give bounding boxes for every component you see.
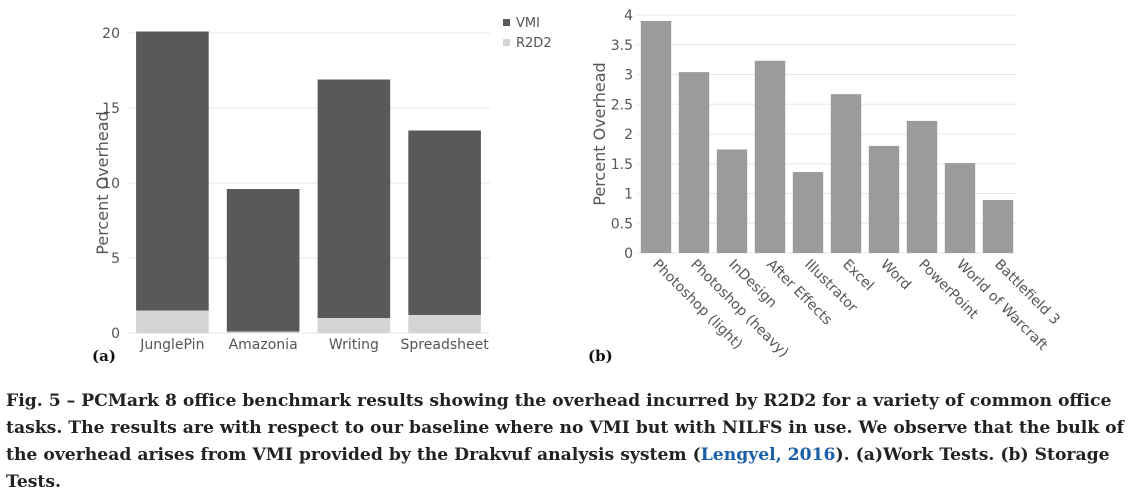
bar-world-of-warcraft [944, 163, 976, 253]
bar-vmi-writing [317, 79, 391, 318]
legend-swatch-vmi [503, 19, 510, 26]
bar-r2d2-writing [317, 318, 391, 333]
x-tick-label-6: Word [877, 257, 914, 294]
x-tick-label-2: Writing [329, 337, 379, 353]
y-tick-label-7: 3.5 [611, 38, 633, 54]
x-tick-label-1: Amazonia [229, 337, 298, 353]
figure-caption: Fig. 5 – PCMark 8 office benchmark resul… [6, 388, 1138, 496]
bar-powerpoint [906, 120, 938, 253]
bar-battlefield-3 [982, 200, 1014, 253]
legend-label-r2d2: R2D2 [516, 36, 552, 51]
caption-text-before: Fig. 5 – PCMark 8 office benchmark resul… [6, 391, 1125, 465]
y-tick-label-3: 1.5 [611, 157, 633, 173]
bar-vmi-amazonia [226, 189, 300, 332]
y-tick-label-2: 10 [102, 176, 120, 192]
bar-r2d2-amazonia [226, 331, 300, 333]
legend-swatch-r2d2 [503, 39, 510, 46]
bar-indesign [716, 149, 748, 253]
y-tick-label-4: 20 [102, 26, 120, 42]
work-tests-chart: 0 5 10 15 20 JunglePin Amazonia Writing Spreadsh… [92, 16, 552, 365]
bar-photoshop-heavy [678, 72, 710, 254]
bar-vmi-spreadsheet [408, 130, 481, 315]
y-axis-label: Percent Overhead [590, 62, 609, 205]
y-tick-label-0: 0 [624, 246, 633, 262]
y-tick-label-8: 4 [624, 8, 633, 24]
bar-r2d2-junglepin [136, 310, 209, 333]
y-axis-label: Percent Overhead [93, 111, 112, 254]
y-tick-label-3: 15 [102, 101, 120, 117]
y-tick-label-6: 3 [624, 68, 633, 84]
x-tick-label-3: Spreadsheet [401, 337, 490, 353]
y-tick-label-1: 0.5 [611, 216, 633, 232]
bar-r2d2-spreadsheet [408, 315, 481, 333]
y-tick-label-0: 0 [111, 326, 120, 342]
x-tick-label-9: Battlefield 3 [991, 257, 1063, 329]
x-tick-label-0: JunglePin [139, 337, 204, 353]
legend-label-vmi: VMI [516, 16, 540, 31]
y-tick-label-5: 2.5 [611, 97, 633, 113]
y-tick-label-2: 1 [624, 187, 633, 203]
bar-photoshop-light [640, 20, 672, 254]
bar-illustrator [792, 172, 824, 253]
bar-excel [830, 94, 862, 253]
bar-after-effects [754, 60, 786, 253]
bar-vmi-junglepin [136, 31, 209, 311]
caption-reference-link[interactable]: Lengyel, 2016 [700, 445, 836, 465]
panel-label-b: (b) [588, 347, 613, 365]
panel-label-a: (a) [92, 347, 116, 365]
y-tick-label-4: 2 [624, 127, 633, 143]
bar-word [868, 145, 900, 253]
y-tick-label-1: 5 [111, 251, 120, 267]
